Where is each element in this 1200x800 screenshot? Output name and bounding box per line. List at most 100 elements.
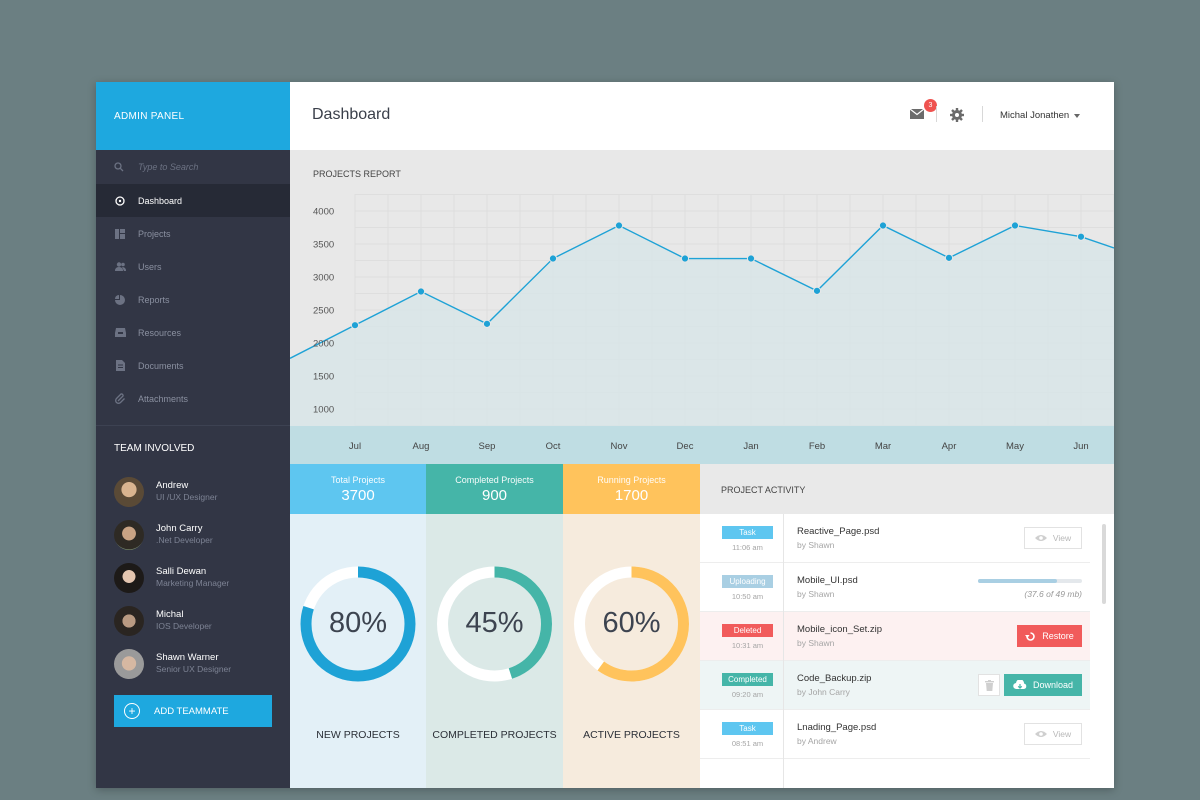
chart-canvas: 1000 1500 2000 2500 3000 3500 4000: [290, 194, 1114, 426]
gear-icon[interactable]: [950, 108, 964, 122]
avatar: [114, 648, 144, 679]
member-name: Shawn Warner: [156, 652, 219, 663]
restore-button[interactable]: Restore: [1017, 625, 1082, 647]
activity-file: Lnading_Page.psd: [797, 722, 877, 733]
nav-item-dashboard[interactable]: Dashboard: [96, 184, 290, 217]
nav-item-label: Dashboard: [138, 195, 183, 206]
view-button[interactable]: View: [1024, 723, 1082, 745]
search-input[interactable]: Type to Search: [138, 162, 199, 172]
x-tick-label: Mar: [875, 441, 891, 452]
activity-time: 09:20 am: [731, 690, 764, 699]
activity-row: Uploading 10:50 am Mobile_UI.psd by Shaw…: [700, 563, 1090, 612]
header-divider: [982, 106, 983, 122]
activity-row: Task 11:06 am Reactive_Page.psd by Shawn…: [700, 514, 1090, 563]
team-member[interactable]: Salli Dewan Marketing Manager: [96, 556, 290, 599]
chart-point-may[interactable]: [1010, 221, 1020, 230]
dashboard-window: ADMIN PANEL Type to Search Dashboard Pro…: [96, 82, 1114, 788]
member-role: Marketing Manager: [156, 578, 230, 588]
view-label: View: [1052, 729, 1072, 739]
nav-item-label: Resources: [138, 327, 182, 338]
users-icon: [114, 261, 126, 273]
x-tick-label: May: [1006, 441, 1024, 452]
sidebar: ADMIN PANEL Type to Search Dashboard Pro…: [96, 82, 290, 788]
x-tick-label: Sep: [479, 441, 496, 452]
donut-arc: [437, 566, 552, 682]
inbox-icon: [114, 327, 126, 339]
team-member[interactable]: Andrew UI /UX Designer: [96, 470, 290, 513]
cloud-download-icon: [1013, 680, 1027, 690]
y-tick-label: 2000: [313, 339, 334, 350]
delete-button[interactable]: [978, 674, 1000, 696]
chart-area-fill: [290, 225, 1114, 426]
donut-percent: 45%: [465, 607, 524, 639]
nav-item-reports[interactable]: Reports: [96, 283, 290, 316]
member-name: Michal: [156, 609, 184, 620]
nav-divider: [96, 425, 290, 426]
upload-progress-fill: [978, 579, 1058, 583]
stat-label: Total Projects: [330, 475, 386, 485]
chart-point-apr[interactable]: [944, 253, 954, 262]
activity-file: Code_Backup.zip: [797, 673, 872, 684]
chart-point-sep[interactable]: [482, 319, 492, 328]
member-name: Salli Dewan: [156, 566, 207, 577]
x-tick-label: Feb: [809, 441, 825, 452]
chart-series-line: [290, 224, 1114, 359]
donut-caption: COMPLETED PROJECTS: [432, 729, 557, 741]
activity-scrollbar[interactable]: [1102, 524, 1106, 604]
mail-icon[interactable]: [910, 109, 924, 119]
chart-point-nov[interactable]: [614, 221, 624, 230]
nav-item-projects[interactable]: Projects: [96, 217, 290, 250]
chart-point-jan[interactable]: [746, 254, 756, 263]
activity-author: by Shawn: [797, 638, 835, 648]
chart-point-mar[interactable]: [878, 221, 888, 230]
user-menu[interactable]: Michal Jonathen: [1000, 110, 1081, 121]
nav-item-resources[interactable]: Resources: [96, 316, 290, 349]
activity-tag: Completed: [722, 673, 773, 686]
member-role: .Net Developer: [156, 535, 213, 545]
chart-point-aug[interactable]: [416, 287, 426, 296]
activity-time: 10:50 am: [731, 592, 764, 601]
view-label: View: [1052, 533, 1072, 543]
grid-icon: [114, 228, 126, 240]
nav-item-documents[interactable]: Documents: [96, 349, 290, 382]
chart-point-feb[interactable]: [812, 286, 822, 295]
nav-item-users[interactable]: Users: [96, 250, 290, 283]
member-role: UI /UX Designer: [156, 492, 218, 502]
donut-arc: [300, 566, 416, 682]
top-header: Dashboard 3 Michal Jonathen: [290, 82, 1114, 150]
stat-completed-projects: Completed Projects 900: [426, 464, 563, 514]
donut-arc: [574, 566, 689, 682]
add-teammate-button[interactable]: + ADD TEAMMATE: [114, 695, 272, 727]
donut-caption: NEW PROJECTS: [316, 729, 400, 741]
header-divider: [936, 106, 937, 122]
x-tick-label: Aug: [413, 441, 430, 452]
y-tick-label: 1500: [313, 372, 334, 383]
activity-time: 08:51 am: [731, 739, 764, 748]
chart-point-oct[interactable]: [548, 254, 558, 263]
activity-time: 11:06 am: [732, 543, 763, 552]
team-member[interactable]: John Carry .Net Developer: [96, 513, 290, 556]
search-box[interactable]: Type to Search: [96, 150, 290, 184]
x-axis-band: Jul Aug Sep Oct Nov Dec Jan Feb Mar Apr May Jun: [290, 426, 1114, 464]
donut-active-projects: 60% ACTIVE PROJECTS: [563, 514, 700, 788]
restore-icon: [1025, 631, 1035, 641]
activity-time: 10:31 am: [731, 641, 764, 650]
upload-progress-text: (37.6 of 49 mb): [1024, 589, 1082, 599]
stat-total-projects: Total Projects 3700: [290, 464, 426, 514]
donut-chart: [437, 566, 552, 682]
chart-point-jul[interactable]: [350, 321, 360, 330]
chart-point-dec[interactable]: [680, 254, 690, 263]
chart-point-jun[interactable]: [1076, 232, 1086, 241]
activity-tag: Task: [722, 526, 773, 539]
view-button[interactable]: View: [1024, 527, 1082, 549]
activity-file: Mobile_UI.psd: [797, 575, 858, 586]
x-tick-label: Oct: [546, 441, 561, 452]
nav-item-attachments[interactable]: Attachments: [96, 382, 290, 415]
activity-tag: Deleted: [722, 624, 773, 637]
pie-chart-icon: [114, 294, 126, 306]
download-label: Download: [1032, 680, 1074, 690]
team-member[interactable]: Shawn Warner Senior UX Designer: [96, 642, 290, 685]
team-member[interactable]: Michal IOS Developer: [96, 599, 290, 642]
download-button[interactable]: Download: [1004, 674, 1082, 696]
avatar: [114, 519, 144, 550]
